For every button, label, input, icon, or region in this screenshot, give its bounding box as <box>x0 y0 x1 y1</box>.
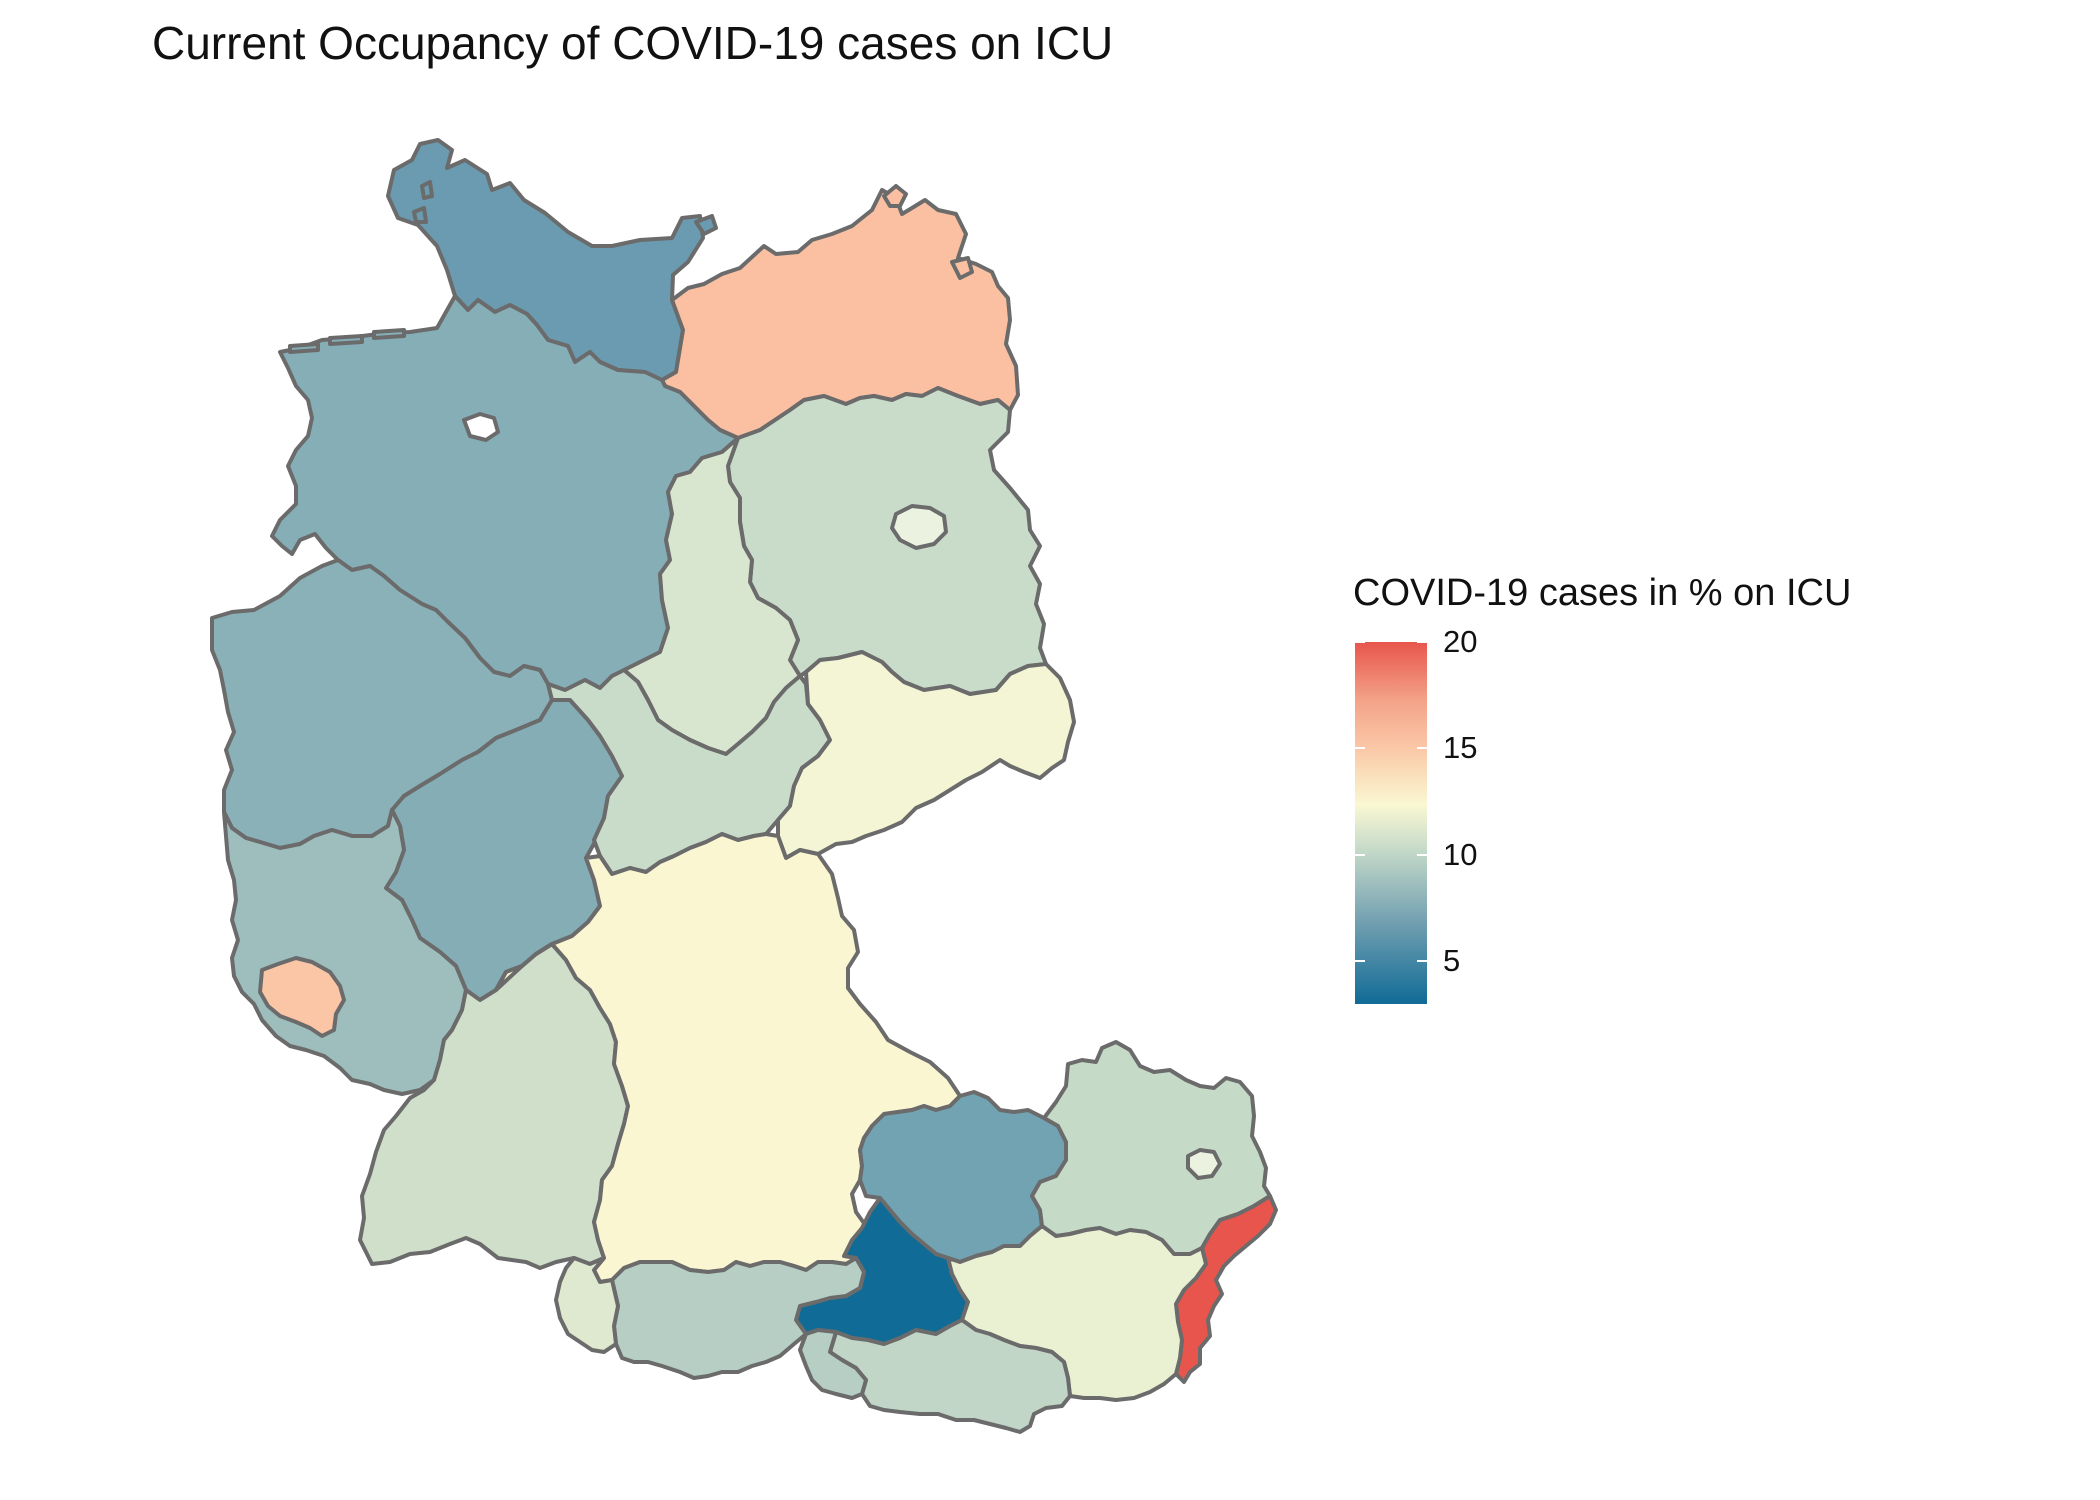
islands-layer: Schleswig-Holstein Mecklenburg-Vorpommer… <box>288 180 974 442</box>
map-title: Current Occupancy of COVID-19 cases on I… <box>152 17 1114 69</box>
legend-colorbar <box>1355 642 1427 1004</box>
island-north-frisian-1: Schleswig-Holstein <box>420 180 434 200</box>
legend-title: COVID-19 cases in % on ICU <box>1353 572 1852 614</box>
lake-duemmer <box>462 412 500 442</box>
island-east-frisian-1: Niedersachsen <box>288 342 320 354</box>
region-berlin-hole: Brandenburg <box>890 504 948 550</box>
island-usedom: Mecklenburg-Vorpommern <box>950 256 974 280</box>
island-north-frisian-2: Schleswig-Holstein <box>412 206 428 224</box>
regions-layer: Schleswig-Holstein Mecklenburg-Vorpommer… <box>210 138 1278 1434</box>
legend-tick-label: 20 <box>1443 624 1478 659</box>
island-east-frisian-2: Niedersachsen <box>328 334 364 346</box>
region-osttirol[interactable]: Osttirol <box>798 1328 868 1400</box>
island-east-frisian-3: Niedersachsen <box>372 328 406 340</box>
region-tirol[interactable]: Tirol <box>610 1256 866 1380</box>
region-sachsen[interactable]: Sachsen <box>776 650 1076 860</box>
region-wien-hole: Niederösterreich <box>1186 1148 1222 1180</box>
legend-tick-label: 15 <box>1443 730 1478 766</box>
island-fehmarn: Schleswig-Holstein <box>694 214 718 236</box>
legend-tick-label: 5 <box>1443 943 1461 979</box>
region-thueringen[interactable]: Thüringen <box>546 668 832 876</box>
island-ruegen: Mecklenburg-Vorpommern <box>882 184 908 208</box>
region-vorarlberg[interactable]: Vorarlberg <box>554 1256 620 1354</box>
region-saarland[interactable]: Saarland <box>258 956 346 1038</box>
region-kaernten[interactable]: Kärnten <box>828 1318 1072 1434</box>
legend-tick-label: 10 <box>1443 836 1478 872</box>
